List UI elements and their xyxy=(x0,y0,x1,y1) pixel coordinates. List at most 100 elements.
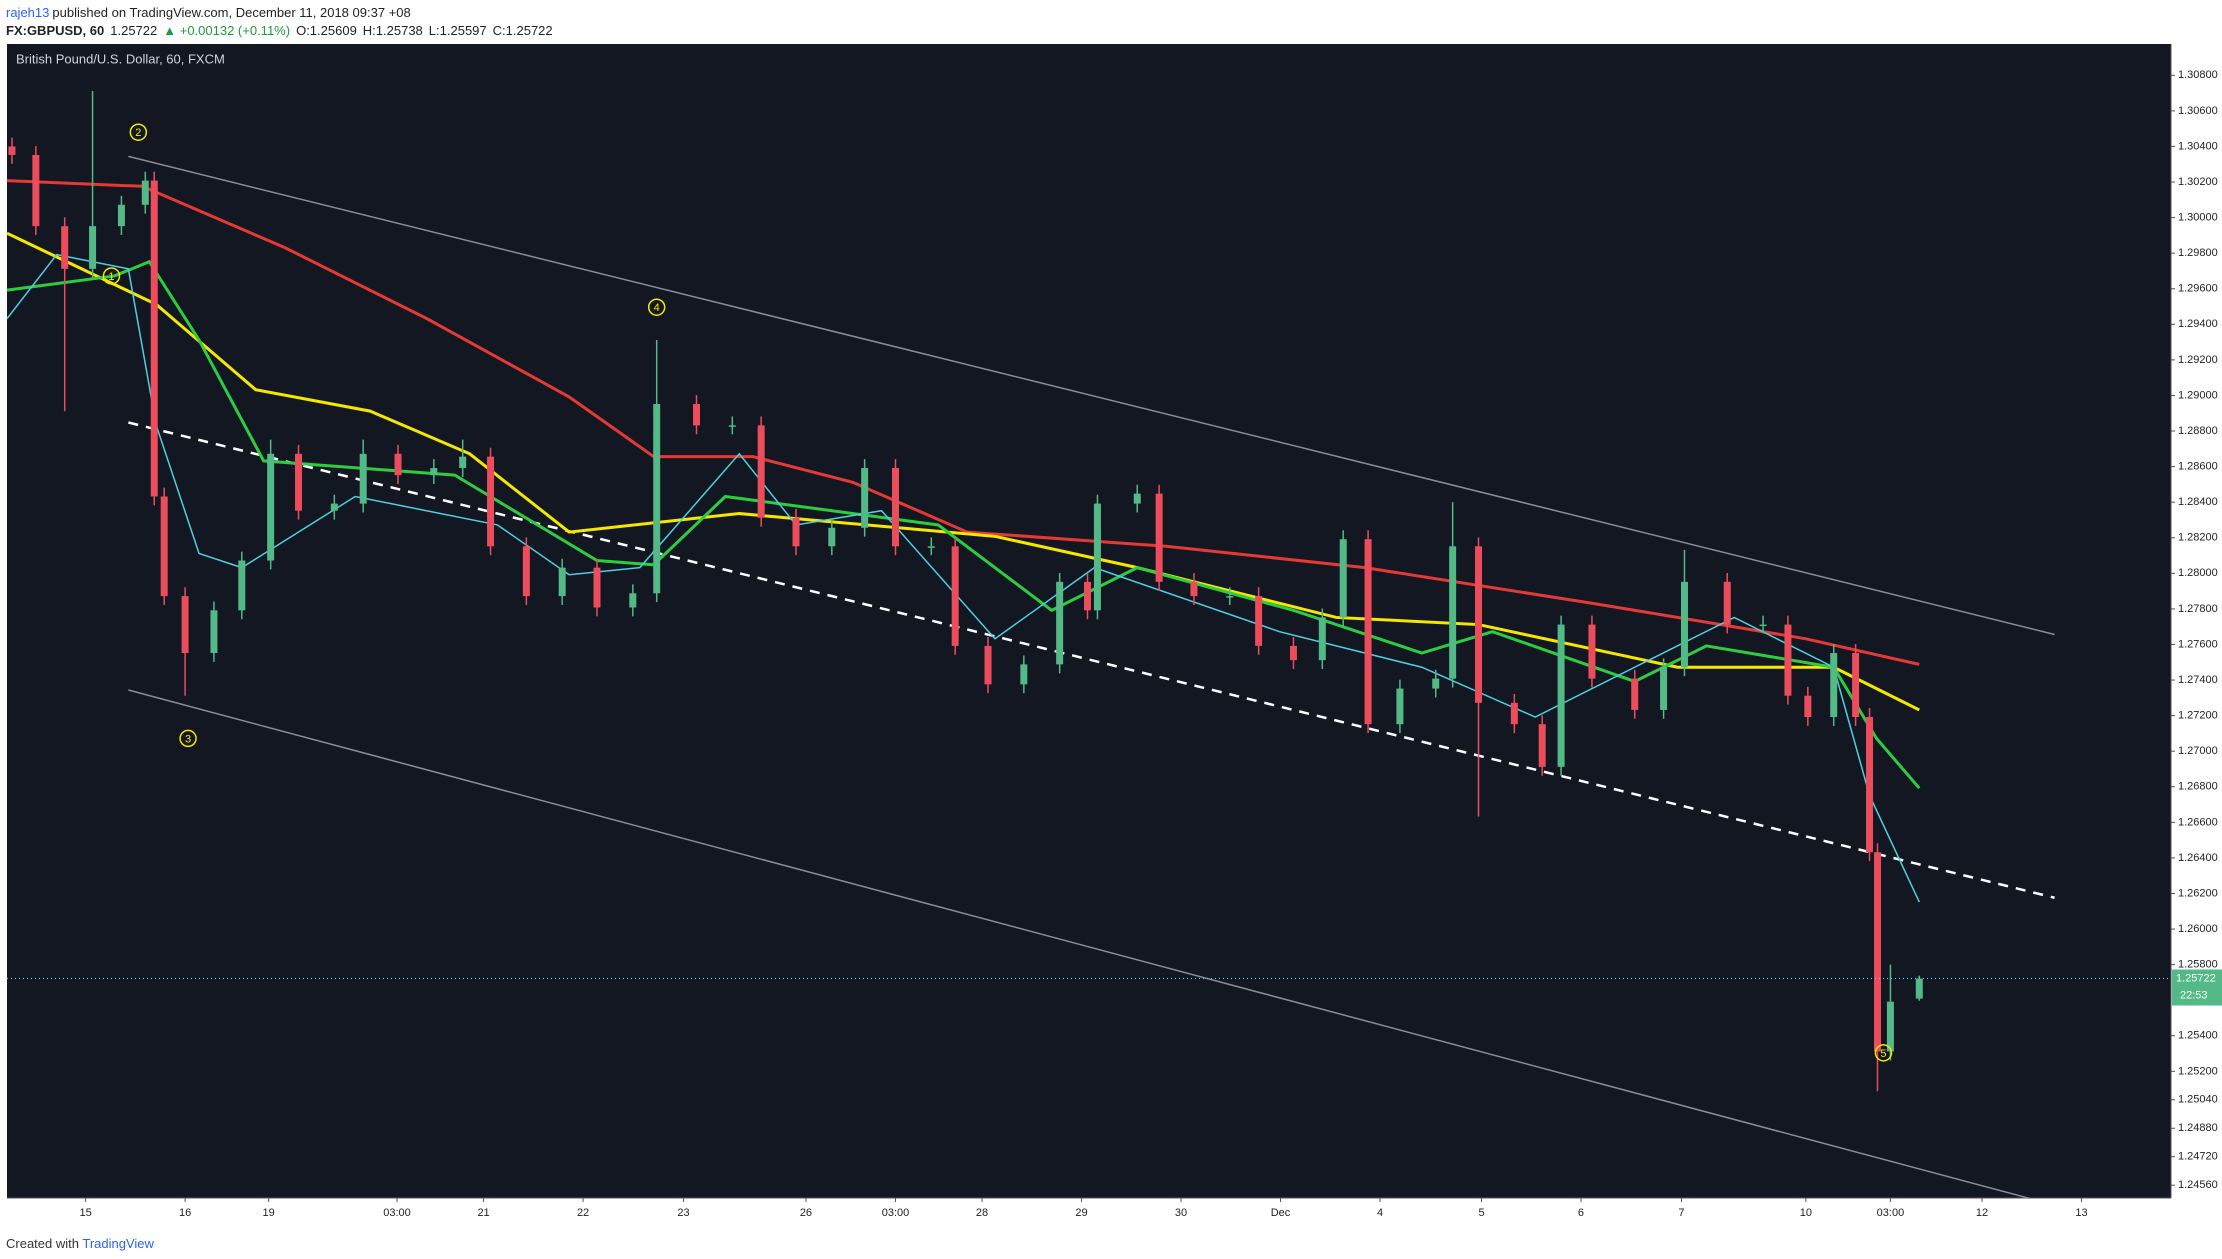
x-tick-label: 28 xyxy=(976,1207,988,1219)
x-tick-label: 22 xyxy=(577,1207,589,1219)
candle-body xyxy=(1190,581,1198,597)
trendline xyxy=(128,689,2031,1198)
wave-marker xyxy=(102,267,121,285)
brand[interactable]: TradingView xyxy=(82,1236,154,1251)
created-with: Created with xyxy=(6,1236,79,1251)
x-tick-label: 19 xyxy=(263,1207,275,1219)
candle-body xyxy=(1680,581,1688,668)
y-tick-label: 1.28800 xyxy=(2178,425,2218,437)
y-tick-label: 1.27600 xyxy=(2178,638,2218,650)
y-tick-label: 1.30000 xyxy=(2178,212,2218,224)
wave-marker xyxy=(1874,1044,1893,1062)
moving-average xyxy=(7,179,1920,666)
x-tick-label: 21 xyxy=(477,1207,489,1219)
symbol: FX:GBPUSD, 60 xyxy=(6,23,105,38)
y-tick-label: 1.24720 xyxy=(2178,1151,2218,1163)
y-tick-label: 1.26400 xyxy=(2178,852,2218,864)
x-tick-label: 29 xyxy=(1075,1207,1087,1219)
wave-label: 5 xyxy=(1880,1048,1886,1060)
price: 1.25722 xyxy=(110,23,158,38)
candle-body xyxy=(150,180,158,497)
candle-body xyxy=(1886,1001,1894,1052)
candle-body xyxy=(487,456,495,547)
x-tick-label: 03:00 xyxy=(383,1207,411,1219)
candle-body xyxy=(267,453,275,561)
x-tick-label: 10 xyxy=(1800,1207,1812,1219)
x-tick-label: 7 xyxy=(1678,1207,1684,1219)
candle-body xyxy=(1588,624,1596,679)
candle-body xyxy=(141,180,149,205)
candle-body xyxy=(1723,581,1731,625)
candle-body xyxy=(181,596,189,654)
y-tick-label: 1.30200 xyxy=(2178,176,2218,188)
x-tick-label: 03:00 xyxy=(882,1207,910,1219)
candle-body xyxy=(430,468,438,476)
x-tick-label: Dec xyxy=(1271,1207,1291,1219)
y-tick-label: 1.27200 xyxy=(2178,710,2218,722)
candle-body xyxy=(692,404,700,426)
candle-body xyxy=(1475,546,1483,703)
candle-body xyxy=(1084,581,1092,611)
chart: British Pound/U.S. Dollar, 60, FXCM 1.30… xyxy=(7,44,2222,1219)
wave-label: 4 xyxy=(654,302,660,314)
moving-average xyxy=(7,253,1920,903)
candle-body xyxy=(1510,702,1518,725)
candle-body xyxy=(1364,539,1372,725)
x-tick-label: 26 xyxy=(800,1207,812,1219)
candle-body xyxy=(32,154,40,227)
candle-body xyxy=(359,453,367,504)
countdown: 22:53 xyxy=(2180,989,2208,1001)
x-tick-label: 12 xyxy=(1976,1207,1988,1219)
candle-body xyxy=(1852,653,1860,718)
candle-body xyxy=(984,645,992,685)
candle-body xyxy=(927,546,935,548)
candle-body xyxy=(593,567,601,608)
user[interactable]: rajeh13 xyxy=(6,5,50,20)
y-tick-label: 1.29000 xyxy=(2178,389,2218,401)
candle-body xyxy=(1133,493,1141,504)
candle-body xyxy=(89,226,97,269)
candle-body xyxy=(1449,546,1457,679)
y-tick-label: 1.25040 xyxy=(2178,1094,2218,1106)
y-tick-label: 1.25200 xyxy=(2178,1065,2218,1077)
candle-body xyxy=(1759,624,1767,627)
y-tick-label: 1.28400 xyxy=(2178,496,2218,508)
candle-body xyxy=(1432,678,1440,689)
candle-body xyxy=(295,453,303,511)
candle-body xyxy=(653,404,661,594)
candle-body xyxy=(238,560,246,611)
candle-body xyxy=(330,503,338,511)
candle-body xyxy=(1866,717,1874,853)
last-price-label: 1.25722 xyxy=(2176,972,2216,984)
candle-body xyxy=(117,204,125,227)
price-axis xyxy=(2171,44,2222,1198)
candle-body xyxy=(1830,653,1838,718)
candle-body xyxy=(1056,581,1064,665)
candle-body xyxy=(1339,539,1347,618)
y-tick-label: 1.29400 xyxy=(2178,318,2218,330)
y-tick-label: 1.26200 xyxy=(2178,887,2218,899)
wave-label: 3 xyxy=(185,733,191,745)
y-tick-label: 1.25400 xyxy=(2178,1030,2218,1042)
plot-background xyxy=(7,44,2171,1198)
candle-body xyxy=(1784,624,1792,696)
candle-body xyxy=(1289,645,1297,661)
candle-body xyxy=(1557,624,1565,767)
y-tick-label: 1.29200 xyxy=(2178,354,2218,366)
y-tick-label: 1.26600 xyxy=(2178,816,2218,828)
candle-body xyxy=(629,593,637,608)
candle-body xyxy=(522,546,530,597)
header-line-2: FX:GBPUSD, 60 1.25722 ▲ +0.00132 (+0.11%) O… xyxy=(6,23,559,38)
candle-body xyxy=(1660,667,1668,710)
candle-body xyxy=(61,226,69,269)
candle-body xyxy=(1631,678,1639,710)
y-tick-label: 1.30600 xyxy=(2178,105,2218,117)
y-tick-label: 1.24880 xyxy=(2178,1122,2218,1134)
plot: 1 2 3 4 5 xyxy=(7,90,2055,1198)
candle-body xyxy=(1318,617,1326,661)
y-tick-label: 1.24560 xyxy=(2178,1179,2218,1191)
candle-body xyxy=(1396,688,1404,725)
y-tick-label: 1.29600 xyxy=(2178,283,2218,295)
wave-label: 1 xyxy=(108,271,114,283)
candle-body xyxy=(728,425,736,427)
